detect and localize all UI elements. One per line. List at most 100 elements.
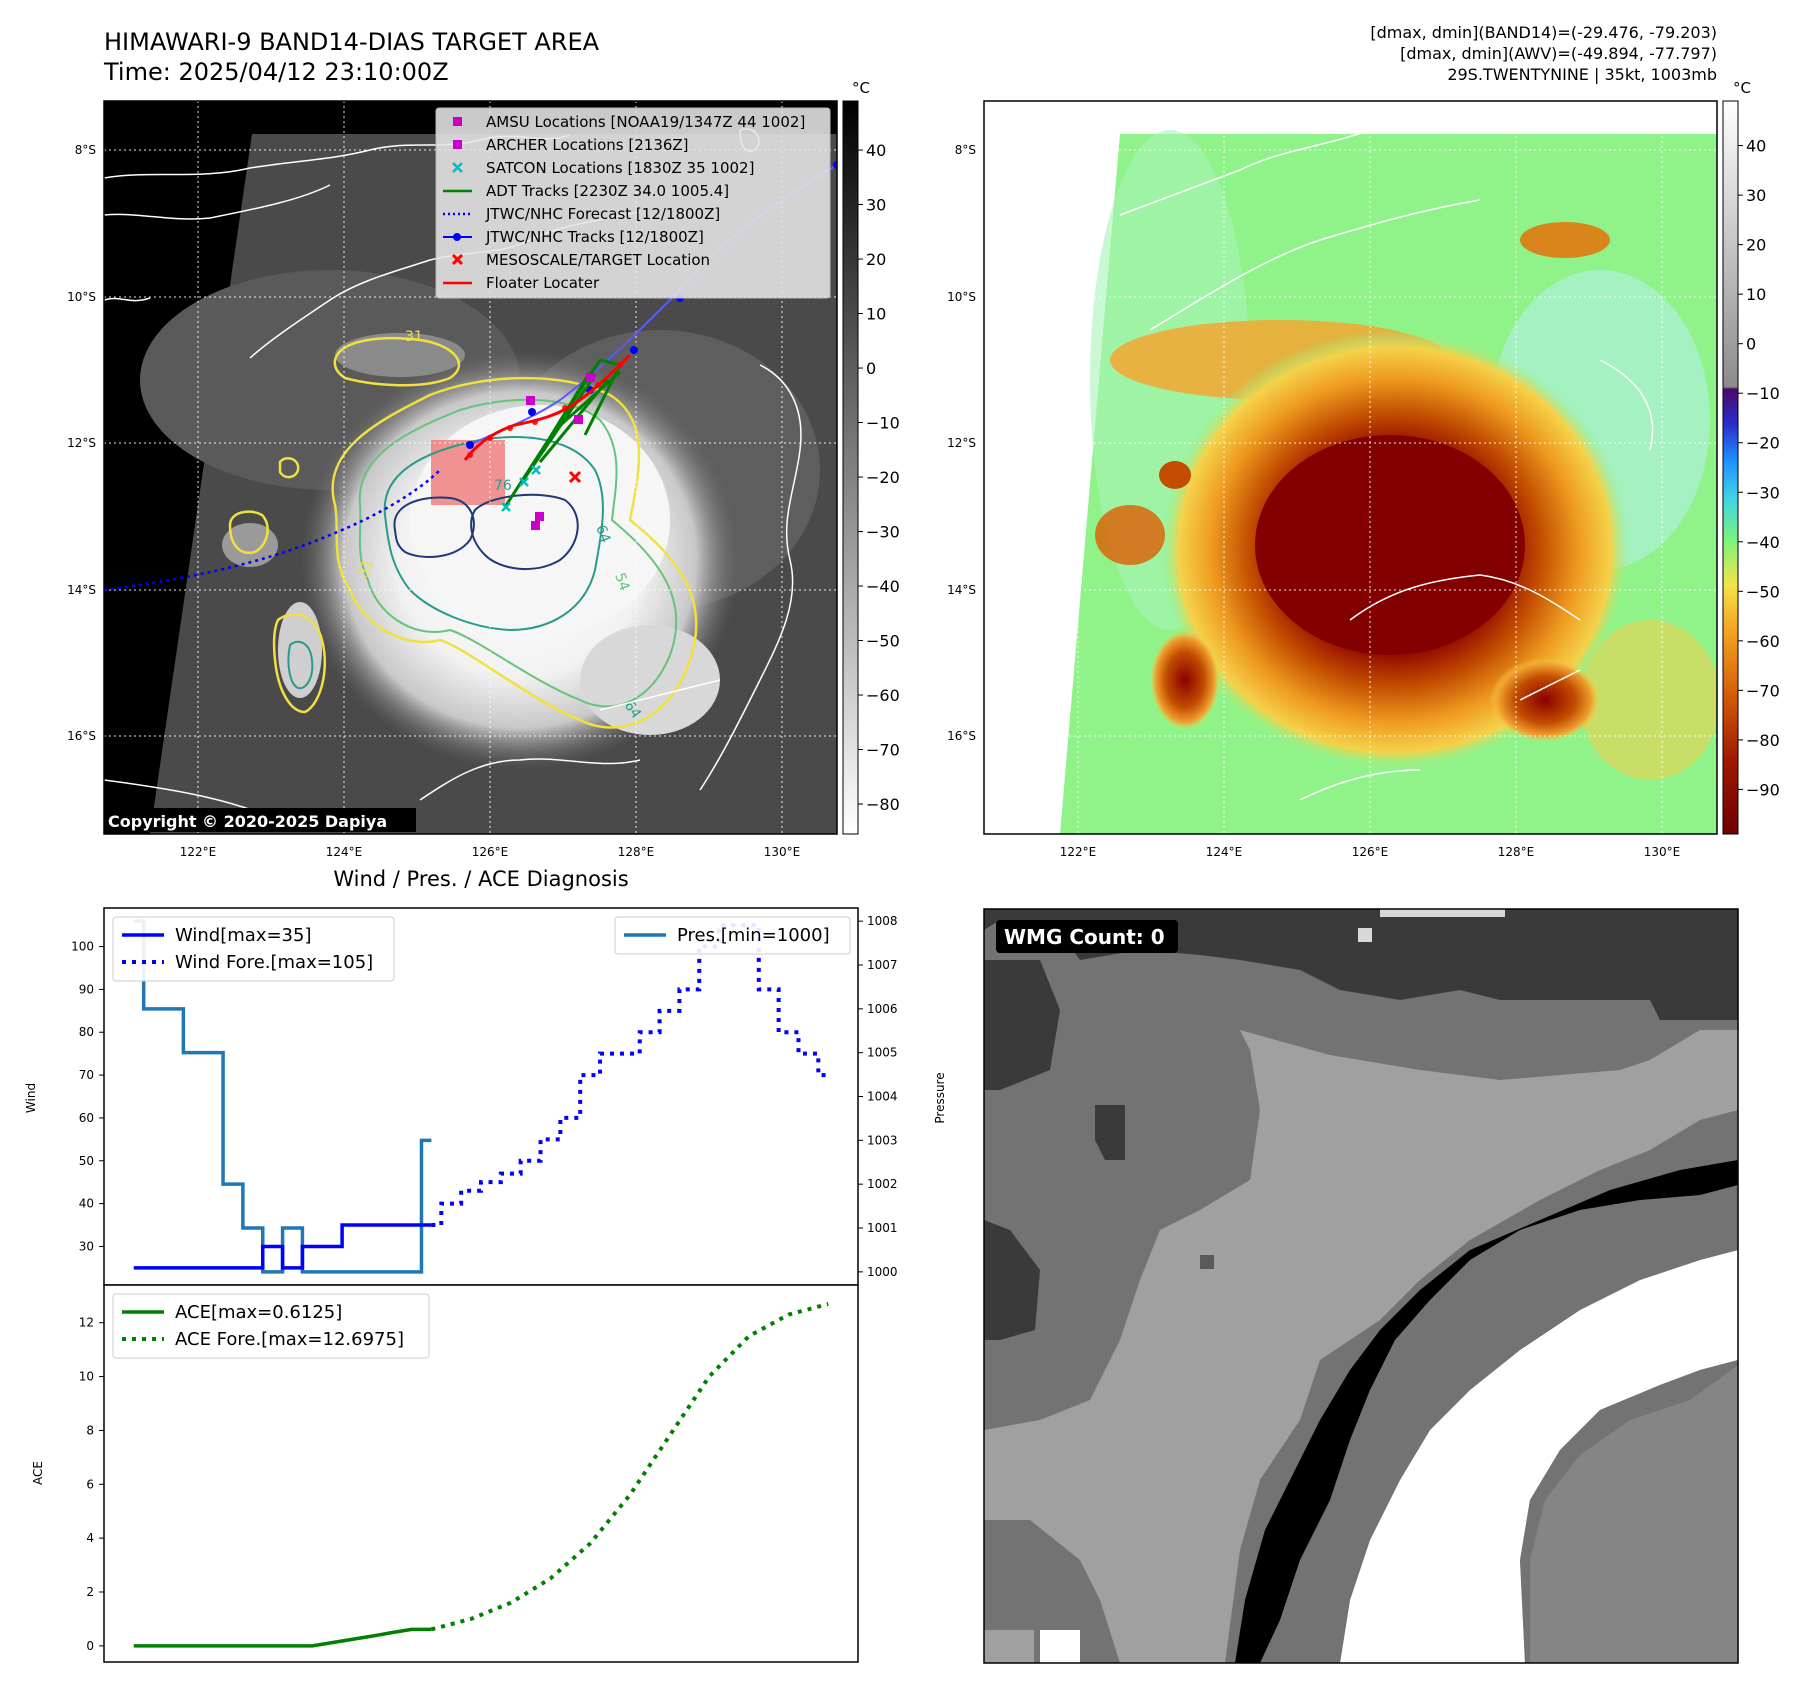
enhanced-ir-map [983,100,1718,835]
target-location-marker [568,470,582,484]
pressure-y-tick-label: 1007 [867,958,898,972]
enhanced-colorbar: °C 40 30 20 10 0 −10 −20 −30 −40 −50 −60 −70 −80 −90 [1722,79,1780,835]
ace-y-tick-label: 2 [86,1585,94,1599]
wind-legend [112,916,395,982]
wind-y-ticks: 100 90 80 70 60 50 40 30 [71,940,104,1253]
pressure-y-tick-label: 1005 [867,1046,898,1060]
contour-cell [278,457,300,479]
ace-chart: 12 10 8 6 4 2 0 ACE ACE[max=0.6125] ACE Fore.[… [31,1284,859,1663]
pressure-axis-label: Pressure [933,1072,947,1123]
colorbar-tick-label: −60 [1746,632,1780,651]
colorbar-tick-label: 20 [866,250,886,269]
convective-cell [1095,505,1165,565]
pressure-legend-label: Pres.[min=1000] [677,925,830,946]
lon-label: 122°E [180,845,217,859]
contour-label: 31 [356,557,377,579]
colorbar-tick-label: 0 [866,359,876,378]
map-legend [435,107,831,299]
wmg-dark-patch [1095,1105,1125,1160]
cloud-cell [335,333,465,377]
lon-label: 124°E [326,845,363,859]
wmg-dark-region [984,960,1060,1090]
wind-series-line [133,1223,432,1270]
legend-label-tracks: JTWC/NHC Tracks [12/1800Z] [485,228,704,246]
lon-label: 128°E [618,845,655,859]
pressure-series-line [133,919,432,1274]
colorbar-tick-label: −60 [866,686,900,705]
storm-info: 29S.TWENTYNINE | 35kt, 1003mb [1447,65,1717,84]
map-frame [983,100,1718,835]
wind-y-tick-label: 50 [79,1154,94,1168]
convective-cell [1490,658,1600,742]
wmg-black-ring [1235,1160,1738,1663]
lat-label: 14°S [947,583,976,597]
colorbar-color-ticks: 40 30 20 10 0 −10 −20 −30 −40 −50 −60 −70 −80 −90 [1738,137,1780,799]
colorbar-tick-label: 10 [1746,285,1766,304]
colorbar-tick-label: −30 [866,523,900,542]
map-frame [103,100,838,835]
convective-cell [1150,630,1220,730]
awv-range-info: [dmax, dmin](AWV)=(-49.894, -77.797) [1400,44,1717,63]
lat-label: 10°S [947,290,976,304]
contour-label: 31 [405,329,423,345]
ace-forecast-legend-label: ACE Fore.[max=12.6975] [175,1329,404,1350]
wind-y-tick-label: 60 [79,1111,94,1125]
wmg-light-gray-band [984,1030,1738,1663]
lon-label: 126°E [472,845,509,859]
colorbar-tick-label: −90 [1746,780,1780,799]
wmg-light-pixel [1358,928,1372,942]
legend-label-target: MESOSCALE/TARGET Location [486,251,710,269]
wind-y-tick-label: 90 [79,982,94,996]
colorbar-tick-label: 30 [866,196,886,215]
ace-legend-label: ACE[max=0.6125] [175,1302,342,1323]
colorbar-gray-scale [842,100,859,835]
colorbar-tick-label: −10 [866,414,900,433]
colorbar-tick-label: 30 [1746,186,1766,205]
ace-axis-label: ACE [31,1461,45,1485]
map2-lon-labels: 122°E 124°E 126°E 128°E 130°E [1060,845,1681,859]
floater-locater-track [463,353,632,461]
contour-core [393,496,475,558]
ace-forecast-series-line [430,1301,829,1632]
wmg-light-strip [1380,909,1505,917]
legend-labels: AMSU Locations [NOAA19/1347Z 44 1002] AR… [485,113,805,292]
map1-lon-labels: 122°E 124°E 126°E 128°E 130°E [180,845,801,859]
wmg-count-badge [996,920,1178,953]
lat-label: 16°S [67,729,96,743]
copyright-box [104,808,416,832]
wmg-frame [983,908,1739,1664]
wmg-corner-patch [1040,1630,1080,1663]
pressure-y-tick-label: 1008 [867,914,898,928]
colorbar-tick-label: −70 [866,741,900,760]
lat-label: 14°S [67,583,96,597]
colorbar-tick-label: −80 [866,795,900,814]
map-gridlines [984,101,1717,834]
satcon-markers [501,465,541,512]
colorbar-tick-label: −40 [1746,533,1780,552]
colorbar-tick-label: −50 [1746,582,1780,601]
contour-core [470,493,579,571]
grayscale-ir-map: 31 31 64 54 64 76 [103,100,838,835]
warm-band [1580,620,1717,780]
colorbar-tick-label: 10 [866,305,886,324]
contour-cell [333,336,461,387]
legend-label-floater: Floater Locater [486,274,600,292]
map2-lat-labels: 8°S 10°S 12°S 14°S 16°S [947,143,976,743]
colorbar-tick-label: −20 [866,468,900,487]
pressure-y-tick-label: 1004 [867,1090,898,1104]
lon-label: 124°E [1206,845,1243,859]
legend-label-amsu: AMSU Locations [NOAA19/1347Z 44 1002] [486,113,805,131]
wmg-panel: WMG Count: 0 [983,908,1739,1664]
ace-legend [112,1293,430,1359]
wmg-dark-region [984,1220,1040,1340]
copyright-text: Copyright © 2020-2025 Dapiya [108,812,387,831]
wind-y-tick-label: 70 [79,1068,94,1082]
ace-series-line [133,1627,432,1648]
colorbar-tick-label: −30 [1746,483,1780,502]
figure-timestamp: Time: 2025/04/12 23:10:00Z [103,58,449,86]
convective-cell [1159,461,1191,489]
legend-satcon-marker [452,162,463,173]
colorbar-unit: °C [852,79,870,97]
ace-y-tick-label: 4 [86,1531,94,1545]
